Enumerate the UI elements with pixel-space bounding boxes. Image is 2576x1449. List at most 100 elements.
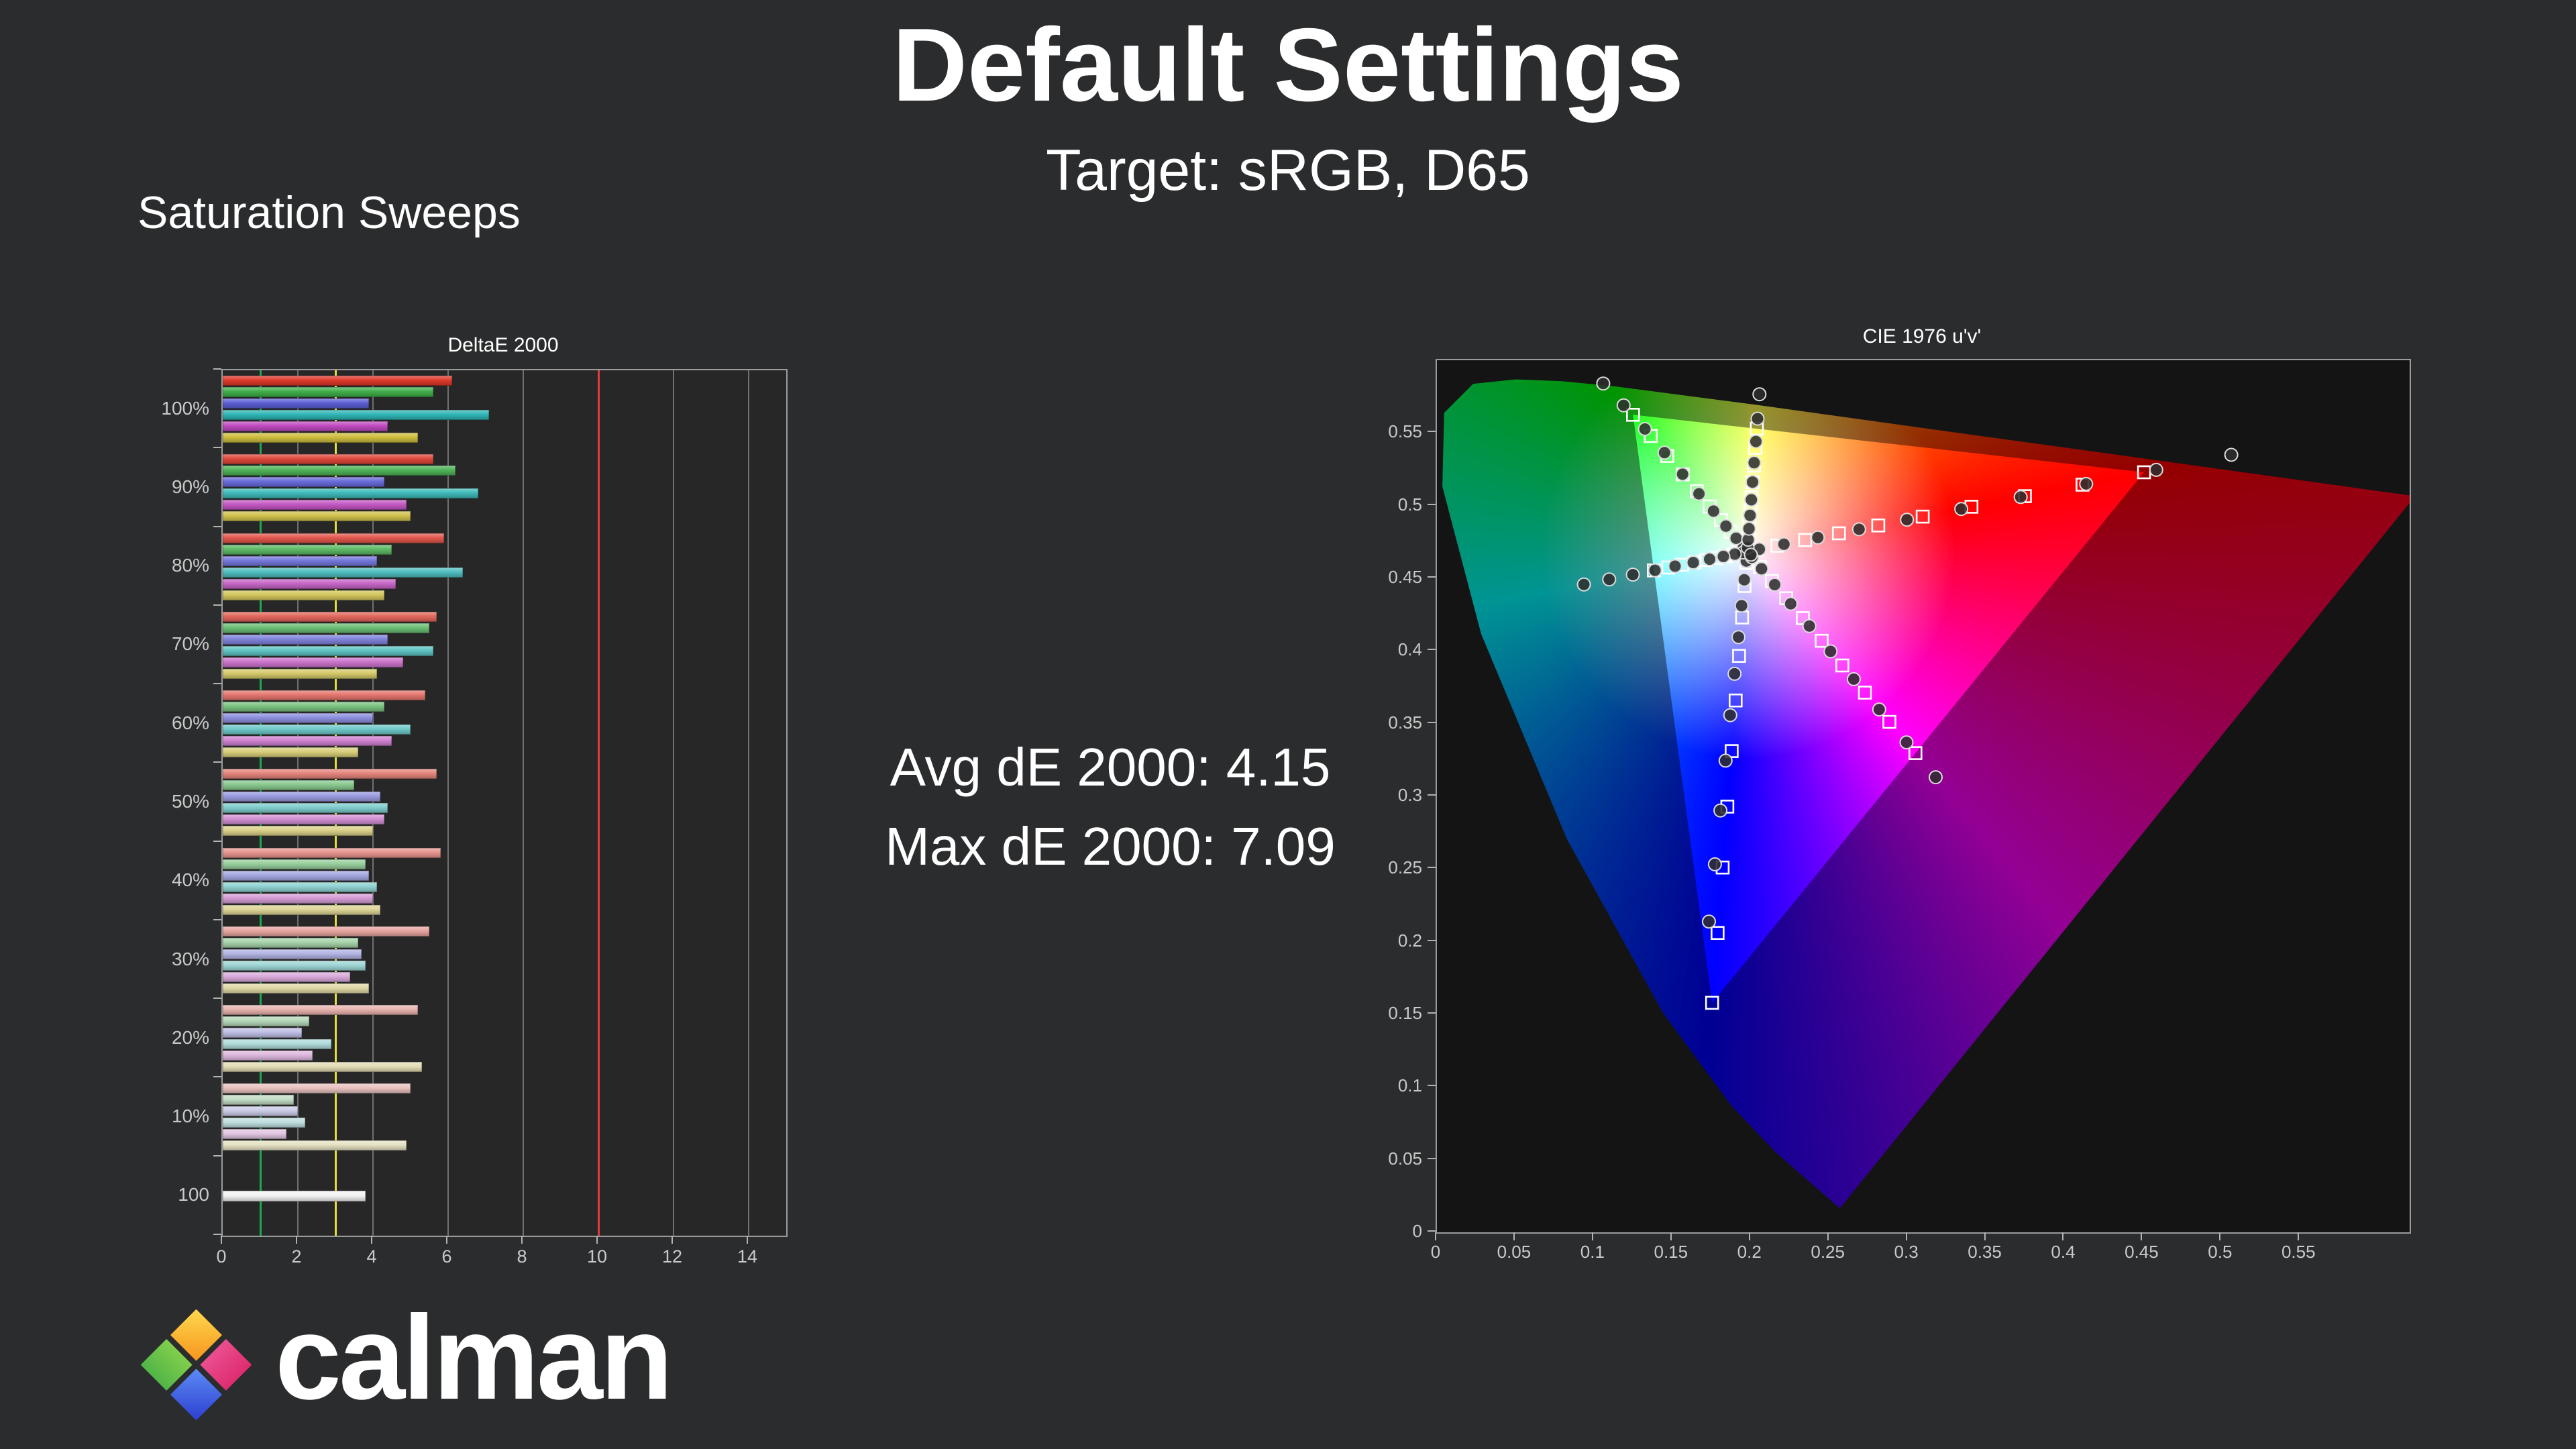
measured-marker-green bbox=[1596, 376, 1611, 391]
measured-marker-cyan bbox=[1625, 568, 1640, 582]
bar-blue-10% bbox=[223, 1106, 298, 1117]
target-marker-green bbox=[1625, 408, 1640, 422]
bar-yellow-80% bbox=[223, 590, 384, 600]
axis-tick bbox=[1428, 503, 1436, 505]
axis-tick bbox=[213, 761, 221, 763]
axis-tick bbox=[213, 683, 221, 685]
bar-green-90% bbox=[223, 466, 456, 476]
target-marker-blue bbox=[1711, 926, 1725, 941]
measured-marker-blue bbox=[1713, 803, 1728, 818]
gridline bbox=[523, 370, 524, 1236]
measured-marker-cyan bbox=[1668, 559, 1682, 574]
cie-y-tick-label: 0.35 bbox=[1388, 712, 1422, 733]
deltae-x-tick-label: 4 bbox=[366, 1246, 377, 1267]
bar-red-60% bbox=[223, 690, 426, 701]
bar-cyan-100% bbox=[223, 410, 490, 420]
cie-y-tick-label: 0.55 bbox=[1388, 421, 1422, 442]
measured-marker-blue bbox=[1723, 708, 1737, 722]
measured-marker-magenta bbox=[1846, 672, 1861, 686]
page-title: Default Settings bbox=[892, 7, 1684, 123]
axis-tick bbox=[2219, 1232, 2221, 1240]
measured-marker-magenta bbox=[1768, 578, 1782, 592]
reference-line-10 bbox=[597, 370, 600, 1236]
cie-y-tick-label: 0.4 bbox=[1397, 639, 1422, 660]
logo-diamond-left bbox=[140, 1338, 193, 1391]
axis-tick bbox=[446, 1236, 447, 1244]
bar-blue-100% bbox=[223, 398, 370, 409]
axis-tick bbox=[213, 998, 221, 1000]
target-marker-red bbox=[1798, 533, 1813, 547]
deltae-y-tick-label: 60% bbox=[171, 712, 209, 733]
logo-diamond-top bbox=[170, 1309, 222, 1361]
bar-green-60% bbox=[223, 702, 384, 712]
bar-green-10% bbox=[223, 1095, 294, 1106]
bar-cyan-80% bbox=[223, 567, 464, 578]
axis-tick bbox=[1670, 1232, 1672, 1240]
cie-y-tick-label: 0.5 bbox=[1397, 494, 1422, 515]
axis-tick bbox=[213, 1076, 221, 1078]
axis-tick bbox=[1591, 1232, 1593, 1240]
deltae-x-tick-label: 14 bbox=[737, 1246, 758, 1267]
bar-red-70% bbox=[223, 611, 437, 622]
measured-marker-magenta bbox=[1754, 561, 1769, 576]
axis-tick bbox=[1513, 1232, 1515, 1240]
bar-red-20% bbox=[223, 1005, 419, 1016]
bar-blue-60% bbox=[223, 713, 373, 724]
cie-y-tick-label: 0.1 bbox=[1397, 1075, 1422, 1096]
target-marker-red bbox=[1831, 526, 1846, 541]
bar-yellow-100% bbox=[223, 433, 419, 443]
measured-marker-red bbox=[1900, 513, 1915, 527]
bar-red-80% bbox=[223, 533, 445, 543]
measured-marker-green bbox=[1706, 504, 1721, 519]
measured-marker-blue bbox=[1731, 630, 1746, 645]
target-marker-blue bbox=[1705, 996, 1719, 1010]
bar-green-50% bbox=[223, 780, 354, 791]
bar-green-30% bbox=[223, 937, 358, 948]
calman-logo-icon bbox=[140, 1309, 252, 1420]
measured-marker-magenta bbox=[1899, 735, 1914, 750]
axis-tick bbox=[1428, 1230, 1436, 1232]
avg-de-2000-value: Avg dE 2000: 4.15 bbox=[890, 737, 1331, 797]
cie-y-tick-label: 0.15 bbox=[1388, 1003, 1422, 1023]
cie-y-tick-label: 0.25 bbox=[1388, 857, 1422, 878]
cie-x-tick-label: 0.05 bbox=[1497, 1242, 1532, 1262]
measured-marker-red bbox=[1954, 502, 1969, 517]
target-marker-magenta bbox=[1815, 633, 1829, 648]
axis-tick bbox=[221, 1236, 222, 1244]
bar-cyan-20% bbox=[223, 1039, 332, 1050]
deltae-x-tick-label: 0 bbox=[216, 1246, 227, 1267]
deltae-x-tick-label: 10 bbox=[586, 1246, 608, 1267]
bar-yellow-50% bbox=[223, 826, 373, 837]
target-marker-magenta bbox=[1908, 746, 1923, 760]
measured-marker-yellow bbox=[1752, 387, 1767, 402]
axis-tick bbox=[1428, 794, 1436, 796]
bar-magenta-80% bbox=[223, 578, 396, 589]
axis-tick bbox=[521, 1236, 523, 1244]
cie-x-tick-label: 0.55 bbox=[2281, 1242, 2316, 1262]
bar-magenta-90% bbox=[223, 500, 407, 511]
measured-marker-red bbox=[1811, 530, 1825, 545]
gridline bbox=[372, 370, 374, 1236]
bar-blue-20% bbox=[223, 1028, 302, 1038]
axis-tick bbox=[1428, 1157, 1436, 1159]
bar-green-40% bbox=[223, 859, 366, 869]
bar-green-70% bbox=[223, 623, 429, 633]
calman-logo: calman bbox=[138, 1298, 673, 1431]
measured-marker-blue bbox=[1702, 914, 1716, 929]
bar-red-90% bbox=[223, 454, 433, 465]
axis-tick bbox=[747, 1236, 748, 1244]
measured-marker-yellow bbox=[1749, 434, 1763, 449]
axis-tick bbox=[213, 918, 221, 920]
deltae-chart: DeltaE 2000 0 2 4 6 8 10 12 14 100% 90% 80% 70% 60% 5… bbox=[127, 329, 865, 1301]
axis-tick bbox=[1428, 576, 1436, 578]
measured-marker-white bbox=[1743, 547, 1758, 562]
measured-marker-green bbox=[1616, 398, 1631, 413]
axis-tick bbox=[213, 525, 221, 527]
measured-marker-yellow bbox=[1746, 475, 1760, 490]
measured-marker-magenta bbox=[1783, 596, 1798, 611]
axis-tick bbox=[1827, 1232, 1829, 1240]
deltae-y-tick-label: 100 bbox=[178, 1184, 209, 1205]
bar-cyan-50% bbox=[223, 803, 388, 814]
measured-marker-green bbox=[1692, 486, 1707, 501]
measured-marker-magenta bbox=[1929, 770, 1943, 785]
